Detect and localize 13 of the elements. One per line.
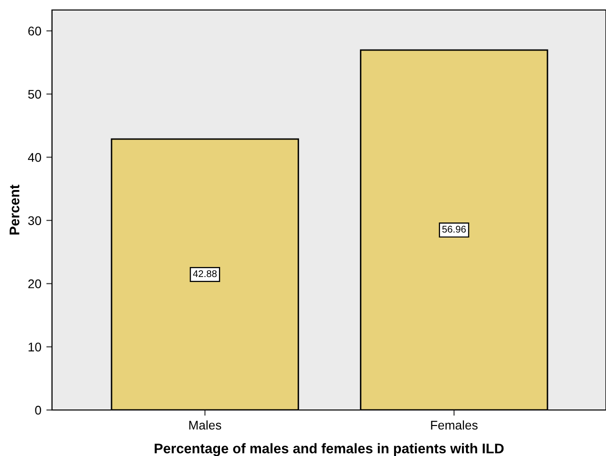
data-label: 56.96	[442, 226, 466, 233]
x-tick-label: Males	[189, 420, 222, 430]
y-tick-label: 40	[28, 153, 42, 162]
y-tick-label: 10	[28, 342, 42, 352]
y-tick-label: 0	[35, 406, 42, 415]
y-tick-label: 30	[28, 216, 42, 226]
y-axis-title: Percent	[10, 184, 20, 235]
x-tick-label: Females	[431, 420, 478, 430]
y-tick-label: 50	[28, 90, 42, 99]
x-axis-title: Percentage of males and females in patients with ILD	[154, 443, 504, 456]
data-label: 42.88	[193, 270, 217, 278]
y-tick-label: 60	[28, 26, 42, 36]
y-tick-label: 20	[28, 279, 42, 288]
